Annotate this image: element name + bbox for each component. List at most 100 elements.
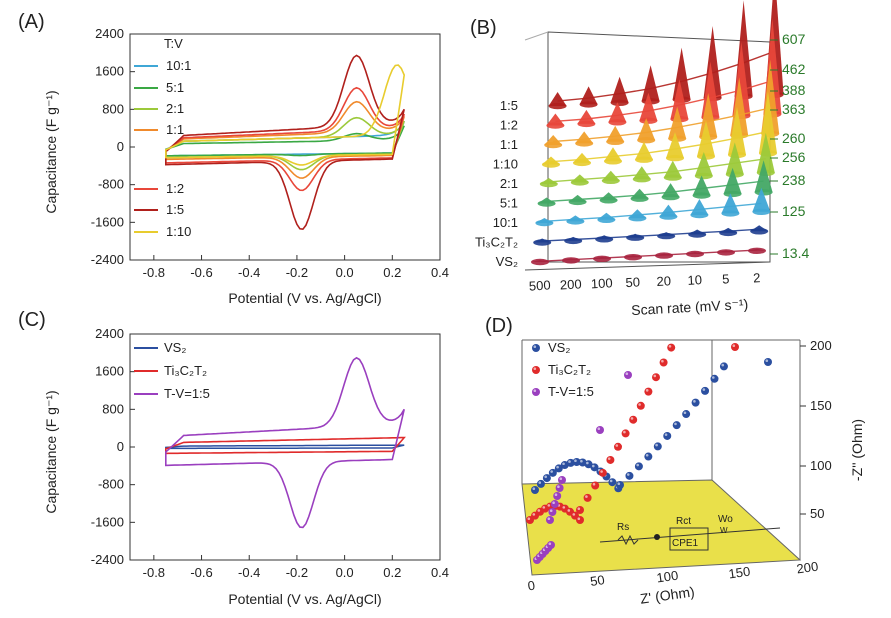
- cone: [672, 47, 691, 100]
- cone: [606, 125, 625, 142]
- row-4: [539, 132, 775, 188]
- panel-a-legend: T:V 10:1 5:1 2:1 1:1 1:2 1:5 1:10: [134, 36, 191, 239]
- row-label-1: Ti₃C₂T₂: [475, 235, 518, 250]
- cone: [686, 252, 704, 254]
- point-highlight: [638, 403, 641, 406]
- data-point: [644, 387, 653, 396]
- data-point: [701, 386, 710, 395]
- data-point: [576, 506, 584, 514]
- label-rs: Rs: [617, 522, 629, 533]
- cone: [635, 141, 653, 160]
- right-value: 13.4: [782, 245, 809, 261]
- cv-curve-1-10: [165, 64, 406, 166]
- cone: [641, 65, 660, 102]
- data-point: [731, 343, 739, 351]
- row-label-4: 2:1: [500, 176, 518, 191]
- panel-b-xlabel: Scan rate (mV s⁻¹): [631, 296, 749, 318]
- legend-label: 1:2: [166, 181, 184, 196]
- cone: [694, 152, 713, 176]
- x-tick-label: 200: [796, 559, 820, 577]
- right-value: 363: [782, 101, 806, 117]
- row-label-8: 1:5: [500, 98, 518, 113]
- point-highlight: [661, 359, 664, 363]
- cone: [599, 192, 618, 201]
- y-tick-label: 800: [102, 101, 124, 116]
- point-highlight: [572, 513, 576, 516]
- x-tick-label: 0.0: [336, 265, 354, 280]
- z-tick-label: 100: [810, 458, 832, 473]
- right-value: 607: [782, 31, 806, 47]
- cone: [688, 229, 707, 235]
- row-label-6: 1:1: [500, 137, 518, 152]
- label-rct: Rct: [676, 516, 691, 527]
- cone: [531, 260, 549, 262]
- cone: [666, 132, 684, 159]
- panel-b-label: (B): [470, 17, 497, 39]
- point-highlight: [559, 477, 563, 481]
- point-highlight: [533, 367, 537, 371]
- point-highlight: [580, 459, 583, 463]
- cone: [610, 76, 629, 103]
- y-tick-label: 800: [102, 401, 124, 416]
- x-tick-label: 200: [560, 276, 582, 292]
- point-highlight: [702, 388, 706, 391]
- cone: [756, 132, 775, 173]
- point-highlight: [538, 481, 542, 484]
- panel-d-label: (D): [485, 315, 513, 337]
- panel-b-rows: [531, 0, 784, 266]
- row-label-7: 1:2: [500, 118, 518, 133]
- cone: [546, 113, 565, 126]
- point-highlight: [607, 457, 611, 460]
- data-point: [682, 410, 691, 419]
- data-point: [536, 479, 545, 488]
- cone: [537, 197, 556, 204]
- data-point: [625, 471, 634, 480]
- x-tick-label: 0.4: [431, 565, 449, 580]
- y-tick-label: -800: [98, 477, 124, 492]
- cone: [723, 167, 742, 194]
- panel-d-points: [526, 343, 772, 564]
- x-tick-label: 100: [591, 275, 613, 291]
- cone: [697, 120, 715, 157]
- data-point: [636, 401, 645, 410]
- panel-d-xlabel: Z' (Ohm): [639, 583, 695, 606]
- point-highlight: [721, 363, 725, 367]
- data-point: [555, 484, 564, 492]
- cv-curve-1-2: [165, 86, 405, 192]
- row-5: [542, 91, 777, 168]
- x-tick-label: 0.4: [431, 265, 449, 280]
- point-highlight: [574, 459, 577, 463]
- cone: [597, 212, 616, 220]
- data-point: [598, 468, 607, 477]
- panel-d-zticks: 200 150 100 50: [800, 338, 832, 521]
- data-point: [550, 500, 559, 508]
- x-tick-label: -0.4: [238, 565, 260, 580]
- legend-label: 5:1: [166, 80, 184, 95]
- cone: [655, 253, 673, 256]
- cone: [661, 183, 680, 198]
- y-tick-label: 0: [117, 139, 124, 154]
- data-point: [644, 452, 653, 461]
- panel-c-label: (C): [18, 309, 46, 331]
- x-tick-label: 5: [722, 271, 730, 286]
- x-tick-label: -0.2: [286, 565, 308, 580]
- panel-b-xticks: 500 200 100 50 20 10 5 2: [529, 270, 761, 293]
- cone: [593, 256, 611, 259]
- row-0: [531, 247, 766, 266]
- cone: [579, 86, 598, 105]
- data-point: [691, 398, 700, 407]
- panel-b-row-labels: 1:5 1:2 1:1 1:10 2:1 5:1 10:1 Ti₃C₂T₂ VS₂: [475, 98, 518, 269]
- cone: [639, 92, 658, 121]
- legend-label: 1:1: [166, 122, 184, 137]
- data-point: [659, 358, 668, 367]
- point-highlight: [556, 465, 559, 469]
- point-highlight: [655, 443, 658, 447]
- row-label-0: VS₂: [496, 254, 518, 269]
- point-highlight: [597, 427, 601, 431]
- panel-a-ylabel: Capacitance (F g⁻¹): [43, 90, 59, 213]
- cv-curve-tv: [165, 356, 405, 529]
- point-highlight: [527, 517, 531, 520]
- panel-d-xticks: 0 50 100 150 200: [527, 559, 819, 594]
